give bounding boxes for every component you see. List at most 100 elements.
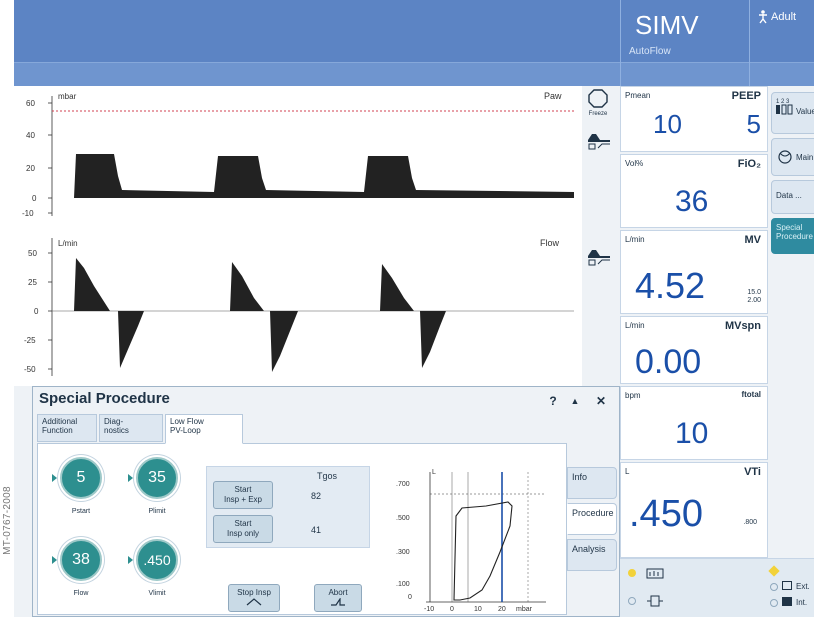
vlimit-knob[interactable]: .450 <box>136 539 178 581</box>
mv-label: MV <box>744 234 762 246</box>
menu-special-procedure[interactable]: Special Procedure <box>771 218 814 254</box>
abort-button[interactable]: Abort <box>314 584 362 612</box>
plimit-knob[interactable]: 35 <box>136 457 178 499</box>
plug-icon <box>647 595 663 607</box>
values-icon: 1 2 3 <box>776 99 793 115</box>
button-label: Start <box>234 485 252 494</box>
loop-y-tick: .500 <box>396 515 410 522</box>
knob-marker <box>128 474 133 482</box>
ftotal-value: 10 <box>675 417 709 450</box>
ext-supply-icon <box>782 581 792 590</box>
menu-special-label: Special Procedure <box>776 223 813 241</box>
mv-value: 4.52 <box>635 265 706 306</box>
mv-limit-low: 2.00 <box>747 297 761 304</box>
plimit-label: Plimit <box>148 508 166 515</box>
tab-label: Diag- <box>104 417 124 426</box>
loop-x-tick: 0 <box>450 606 454 613</box>
main-menu: 1 2 3 Values Main Data ... Special Proce… <box>768 86 814 558</box>
mode-title: SIMV <box>635 10 699 40</box>
flow-scale-button[interactable] <box>586 244 612 266</box>
mode-subtitle: AutoFlow <box>629 46 671 57</box>
loop-x-tick: 10 <box>474 606 482 613</box>
mv-unit: L/min <box>625 235 645 244</box>
collapse-button[interactable]: ▲ <box>570 396 580 406</box>
menu-values[interactable]: 1 2 3 Values <box>771 92 814 134</box>
paw-tick-neg10: -10 <box>22 209 34 218</box>
loop-y-tick: .300 <box>396 549 410 556</box>
tab-label: Function <box>42 426 73 435</box>
peep-label: PEEP <box>731 90 761 102</box>
param-ftotal: bpm ftotal 10 <box>620 386 768 460</box>
ext-label: Ext. <box>796 582 810 591</box>
patient-label: Adult <box>771 10 797 23</box>
start-insp-only-button[interactable]: Start Insp only <box>213 515 273 543</box>
window-title: Special Procedure <box>39 390 170 407</box>
fio2-label: FiO₂ <box>737 158 761 170</box>
param-pmean-peep: Pmean PEEP 10 5 <box>620 86 768 152</box>
button-label: Insp + Exp <box>223 495 263 504</box>
tgos-insp-exp: 82 <box>311 491 322 501</box>
tab-additional-function[interactable]: Additional Function <box>37 414 97 442</box>
param-mv: L/min MV 4.52 15.0 2.00 <box>620 230 768 314</box>
flow-tick-50: 50 <box>28 249 37 258</box>
pv-loop-curve <box>453 501 513 601</box>
tab-analysis[interactable]: Analysis <box>567 539 617 571</box>
flow-title: Flow <box>540 238 560 248</box>
header-band <box>14 62 814 86</box>
menu-data-label: Data ... <box>776 191 802 200</box>
close-button[interactable]: ✕ <box>595 394 607 408</box>
tab-diagnostics[interactable]: Diag- nostics <box>99 414 163 442</box>
waveform-scale-icon <box>588 134 610 150</box>
loop-y-tick: 0 <box>408 594 412 601</box>
tgos-header: Tgos <box>317 471 338 481</box>
paw-tick-20: 20 <box>26 164 35 173</box>
ventilator-screen: SIMV AutoFlow Adult 60 40 20 0 -10 mbar … <box>14 0 814 617</box>
waveform-scale-icon <box>588 250 610 266</box>
flow-label: Flow <box>73 590 89 597</box>
pstart-knob[interactable]: 5 <box>60 457 102 499</box>
knob-marker <box>52 556 57 564</box>
procedure-content: 5 Pstart 35 Plimit 38 Flow .450 Vlimit T… <box>37 443 567 615</box>
paw-title: Paw <box>544 91 562 101</box>
ftotal-unit: bpm <box>625 391 641 400</box>
vti-unit: L <box>625 467 630 476</box>
paw-waveform <box>52 154 574 198</box>
loop-x-tick: -10 <box>424 606 434 613</box>
menu-values-label: Values <box>796 107 814 116</box>
paw-tick-40: 40 <box>26 131 35 140</box>
button-label: Start <box>234 519 252 528</box>
mv-limit-high: 15.0 <box>747 289 761 296</box>
tab-info[interactable]: Info <box>567 467 617 499</box>
tab-procedure[interactable]: Procedure <box>567 503 617 535</box>
tab-label: PV-Loop <box>170 426 201 435</box>
tgos-insp-only: 41 <box>311 525 322 535</box>
knob-marker <box>128 556 133 564</box>
ventilation-mode[interactable]: SIMV AutoFlow <box>620 0 750 86</box>
pv-loop-chart: L .700 .500 .300 .100 0 -10 0 10 20 mbar <box>396 469 546 613</box>
start-insp-exp-button[interactable]: Start Insp + Exp <box>213 481 273 509</box>
pstart-label: Pstart <box>71 508 91 515</box>
paw-tick-60: 60 <box>26 99 35 108</box>
loop-x-tick: 20 <box>498 606 506 613</box>
vti-limit-high: .800 <box>743 519 757 526</box>
help-button[interactable]: ? <box>549 394 557 408</box>
patient-category[interactable]: Adult <box>758 10 796 24</box>
pmean-value: 10 <box>653 109 682 139</box>
mv-limits: 15.0 2.00 <box>747 289 761 305</box>
battery-icon <box>646 568 664 579</box>
paw-scale-button[interactable] <box>586 128 612 150</box>
stop-insp-button[interactable]: Stop Insp <box>228 584 280 612</box>
tab-label: nostics <box>104 426 129 435</box>
loop-y-tick: .100 <box>396 581 410 588</box>
freeze-button[interactable]: Freeze <box>582 88 614 128</box>
menu-data[interactable]: Data ... <box>771 180 814 214</box>
figure-id: MT-0767-2008 <box>2 486 13 555</box>
measured-values-panel: Pmean PEEP 10 5 Vol% FiO₂ 36 L/min MV 4.… <box>620 86 768 558</box>
int-label: Int. <box>796 598 808 607</box>
menu-main[interactable]: Main <box>771 138 814 176</box>
loop-x-unit: mbar <box>516 606 533 613</box>
tab-low-flow-pv-loop[interactable]: Low Flow PV-Loop <box>165 414 243 444</box>
flow-knob[interactable]: 38 <box>60 539 102 581</box>
flow-tick-0: 0 <box>34 307 39 316</box>
loop-y-tick: .700 <box>396 481 410 488</box>
